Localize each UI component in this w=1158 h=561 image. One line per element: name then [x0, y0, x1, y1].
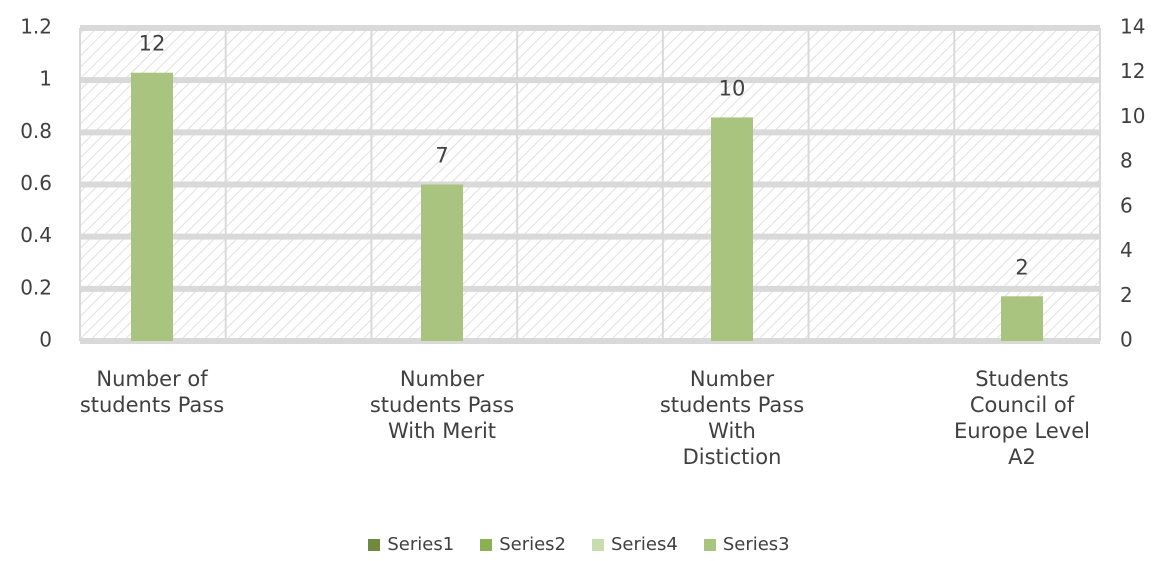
x-tick-label: Number of students Pass	[79, 367, 225, 417]
bar	[131, 72, 173, 341]
y-tick-label: 0.4	[20, 223, 52, 247]
legend-swatch	[368, 538, 381, 551]
y-tick-label: 0.2	[20, 275, 52, 299]
legend-item: Series1	[368, 534, 454, 555]
x-tick-label: Number students Pass With Merit	[369, 367, 515, 443]
y-tick-label: 0.6	[20, 171, 52, 195]
y2-tick-label: 6	[1120, 193, 1133, 217]
y2-tick-label: 10	[1120, 104, 1145, 128]
legend-label: Series1	[387, 534, 455, 555]
value-label: 2	[1015, 255, 1028, 279]
bar	[711, 117, 753, 341]
legend-label: Series2	[499, 534, 566, 555]
y-tick-label: 1	[39, 67, 52, 91]
legend-swatch	[703, 538, 716, 551]
y-tick-label: 1.2	[20, 15, 52, 39]
legend-label: Series4	[611, 534, 678, 555]
value-label: 12	[139, 32, 166, 56]
bar	[421, 184, 463, 341]
value-label: 10	[719, 76, 746, 100]
x-tick-label: Number students Pass With Distiction	[659, 367, 805, 469]
y2-tick-label: 12	[1120, 59, 1145, 83]
y2-tick-label: 8	[1120, 149, 1133, 173]
legend-swatch	[592, 538, 604, 551]
y-tick-label: 0	[39, 328, 52, 352]
y-tick-label: 0.8	[20, 119, 52, 143]
legend-item: Series4	[592, 534, 678, 555]
legend-item: Series3	[703, 534, 790, 555]
x-tick-label: Students Council of Europe Level A2	[954, 367, 1090, 469]
legend-label: Series3	[722, 534, 790, 555]
y2-tick-label: 14	[1120, 15, 1145, 39]
y2-tick-label: 4	[1120, 238, 1133, 262]
legend: Series1 Series2 Series4 Series3	[0, 534, 1158, 555]
legend-item: Series2	[480, 534, 566, 555]
legend-swatch	[480, 538, 493, 551]
bar	[1001, 296, 1043, 341]
y2-tick-label: 2	[1120, 283, 1133, 307]
y2-tick-label: 0	[1120, 328, 1133, 352]
value-label: 7	[435, 144, 448, 168]
